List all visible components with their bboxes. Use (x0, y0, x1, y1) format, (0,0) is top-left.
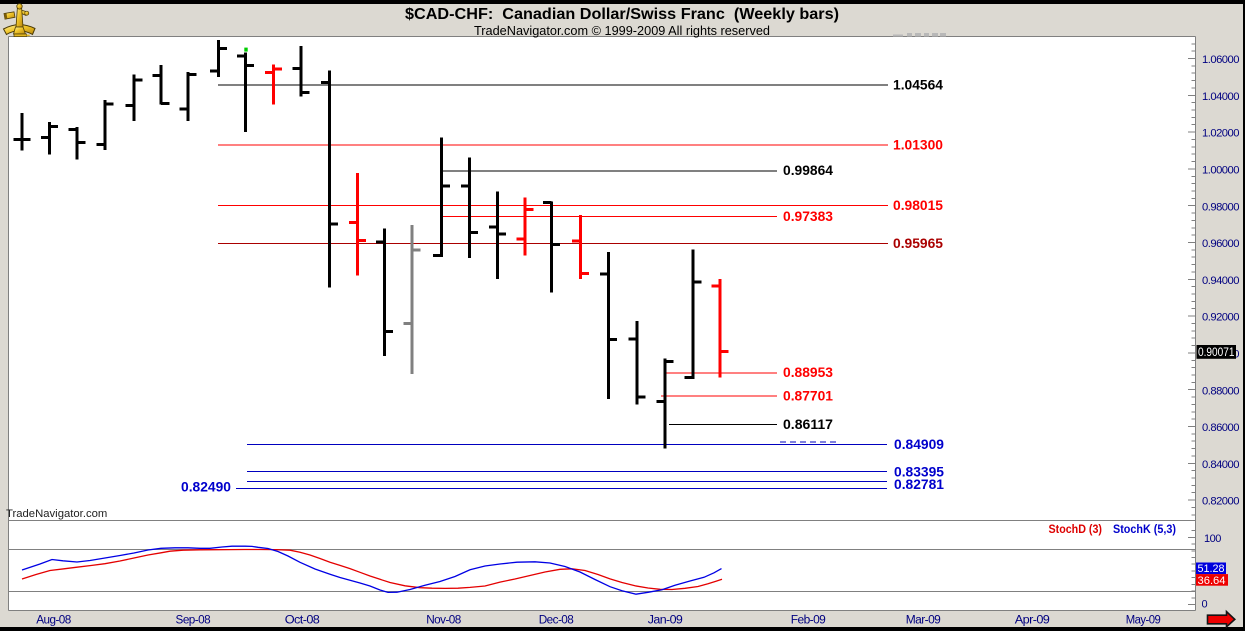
svg-text:0.86117: 0.86117 (783, 417, 833, 432)
svg-text:0.99864: 0.99864 (783, 163, 833, 178)
svg-text:36.64: 36.64 (1198, 575, 1226, 587)
svg-text:0.82781: 0.82781 (894, 477, 944, 492)
svg-text:Jan-09: Jan-09 (648, 615, 683, 627)
svg-text:May-09: May-09 (1126, 615, 1161, 627)
svg-text:StochD (3): StochD (3) (1049, 522, 1103, 536)
svg-text:0.92000: 0.92000 (1202, 312, 1239, 324)
svg-text:0.97383: 0.97383 (783, 209, 833, 224)
svg-text:1.04000: 1.04000 (1202, 91, 1239, 103)
svg-text:0.84000: 0.84000 (1202, 459, 1239, 471)
svg-text:1.02000: 1.02000 (1202, 128, 1239, 140)
svg-text:Aug-08: Aug-08 (36, 615, 71, 627)
svg-text:TradeNavigator.com © 1999-2009: TradeNavigator.com © 1999-2009 All right… (474, 24, 770, 38)
svg-text:1.06000: 1.06000 (1202, 54, 1239, 66)
svg-text:0.82000: 0.82000 (1202, 496, 1239, 508)
svg-text:0.82490: 0.82490 (181, 480, 231, 495)
svg-text:0.88000: 0.88000 (1202, 385, 1239, 397)
svg-text:100: 100 (1204, 533, 1221, 545)
svg-text:Apr-09: Apr-09 (1015, 615, 1050, 627)
svg-text:Nov-08: Nov-08 (426, 615, 461, 627)
svg-text:1.04564: 1.04564 (893, 77, 943, 92)
svg-text:Mar-09: Mar-09 (906, 615, 941, 627)
svg-text:0.98000: 0.98000 (1202, 201, 1239, 213)
svg-text:StochK (5,3): StochK (5,3) (1113, 522, 1176, 536)
svg-text:0.95965: 0.95965 (893, 236, 943, 251)
svg-text:0: 0 (1202, 599, 1208, 611)
svg-text:0.87701: 0.87701 (783, 388, 833, 403)
svg-text:TradeNavigator.com: TradeNavigator.com (6, 508, 107, 520)
svg-text:0.84909: 0.84909 (894, 437, 944, 452)
svg-text:0.86000: 0.86000 (1202, 422, 1239, 434)
svg-text:Sep-08: Sep-08 (176, 615, 211, 627)
svg-text:Feb-09: Feb-09 (791, 615, 826, 627)
svg-text:Oct-08: Oct-08 (285, 615, 320, 627)
svg-text:1.01300: 1.01300 (893, 137, 943, 152)
svg-text:0.94000: 0.94000 (1202, 275, 1239, 287)
svg-text:1.00000: 1.00000 (1202, 165, 1239, 177)
svg-text:0.98015: 0.98015 (893, 198, 943, 213)
svg-text:0.88953: 0.88953 (783, 365, 833, 380)
svg-text:0.90071: 0.90071 (1198, 347, 1235, 359)
svg-text:51.28: 51.28 (1198, 563, 1225, 575)
svg-text:$CAD-CHF: Canadian Dollar/Swi: $CAD-CHF: Canadian Dollar/Swiss Franc (W… (405, 6, 839, 23)
svg-text:0.96000: 0.96000 (1202, 238, 1239, 250)
svg-text:Dec-08: Dec-08 (539, 615, 574, 627)
svg-text:0.83395: 0.83395 (894, 464, 944, 479)
